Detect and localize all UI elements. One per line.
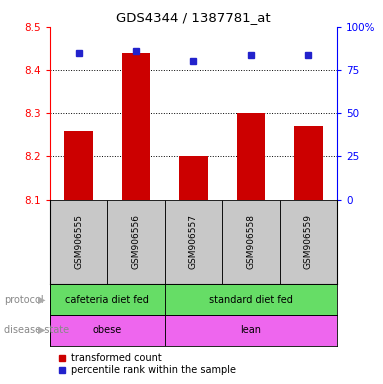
Bar [165, 284, 337, 315]
Text: GSM906555: GSM906555 [74, 214, 83, 270]
Text: lean: lean [241, 325, 261, 335]
Text: GSM906559: GSM906559 [304, 214, 313, 270]
Bar [64, 131, 93, 200]
Text: disease state: disease state [4, 325, 69, 335]
Bar [179, 157, 208, 200]
Bar [50, 284, 165, 315]
Bar [165, 315, 337, 346]
Bar [107, 200, 165, 284]
Text: cafeteria diet fed: cafeteria diet fed [65, 295, 149, 305]
Text: ▶: ▶ [38, 325, 46, 335]
Text: ▶: ▶ [38, 295, 46, 305]
Text: GSM906558: GSM906558 [246, 214, 255, 270]
Bar [237, 113, 265, 200]
Bar [222, 200, 280, 284]
Bar [50, 200, 107, 284]
Bar [165, 200, 222, 284]
Bar [50, 315, 165, 346]
Text: GSM906557: GSM906557 [189, 214, 198, 270]
Bar [280, 200, 337, 284]
Text: protocol: protocol [4, 295, 43, 305]
Legend: transformed count, percentile rank within the sample: transformed count, percentile rank withi… [55, 349, 240, 379]
Bar [122, 53, 151, 200]
Text: standard diet fed: standard diet fed [209, 295, 293, 305]
Title: GDS4344 / 1387781_at: GDS4344 / 1387781_at [116, 11, 271, 24]
Text: GSM906556: GSM906556 [131, 214, 141, 270]
Bar [294, 126, 322, 200]
Text: obese: obese [93, 325, 122, 335]
